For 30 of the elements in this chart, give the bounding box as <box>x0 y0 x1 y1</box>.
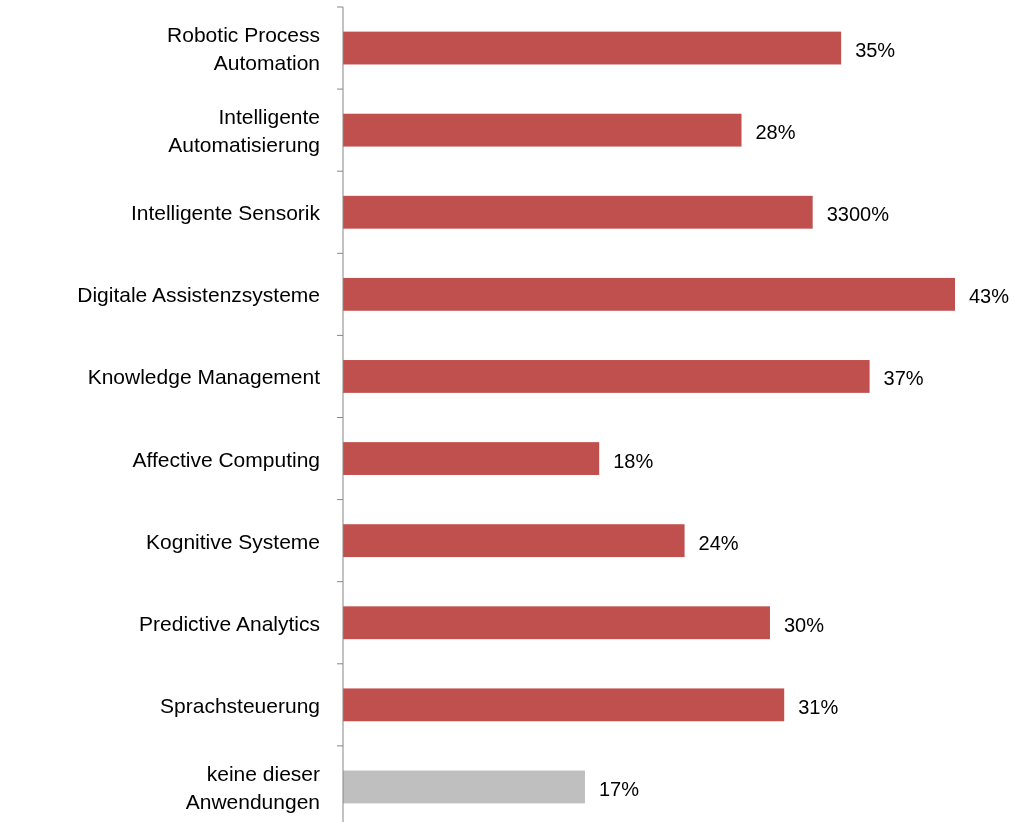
y-tick-label: Robotic Process Automation <box>167 22 320 74</box>
y-tick-label: Intelligente Automatisierung <box>168 104 320 156</box>
y-tick-label: Sprachsteuerung <box>160 693 320 717</box>
bar <box>343 360 870 393</box>
bar <box>343 31 842 65</box>
y-tick-label: Predictive Analytics <box>139 611 320 635</box>
y-tick-label: Digitale Assistenzsysteme <box>77 282 320 306</box>
data-label: 35% <box>855 39 896 62</box>
y-tick-label: keine dieser Anwendungen <box>185 761 321 813</box>
bar <box>343 277 955 311</box>
y-tick-label: Knowledge Management <box>87 364 321 388</box>
bar <box>343 113 742 147</box>
bar <box>343 770 585 804</box>
data-label: 31% <box>798 695 839 718</box>
bar <box>343 442 600 475</box>
bar <box>343 524 685 558</box>
data-label: 28% <box>755 121 796 144</box>
y-tick-label: Kognitive Systeme <box>146 529 320 553</box>
data-label: 30% <box>783 613 825 636</box>
y-tick-label: Affective Computing <box>132 447 320 471</box>
bar <box>343 195 813 229</box>
bar <box>343 606 770 640</box>
bar <box>343 688 785 722</box>
data-label: 18% <box>613 449 654 472</box>
data-label: 3300% <box>826 203 890 226</box>
data-label: 24% <box>698 531 739 554</box>
data-label: 17% <box>598 777 640 800</box>
data-label: 43% <box>969 285 1010 308</box>
data-label: 37% <box>883 367 924 390</box>
y-tick-label: Intelligente Sensorik <box>130 200 321 224</box>
